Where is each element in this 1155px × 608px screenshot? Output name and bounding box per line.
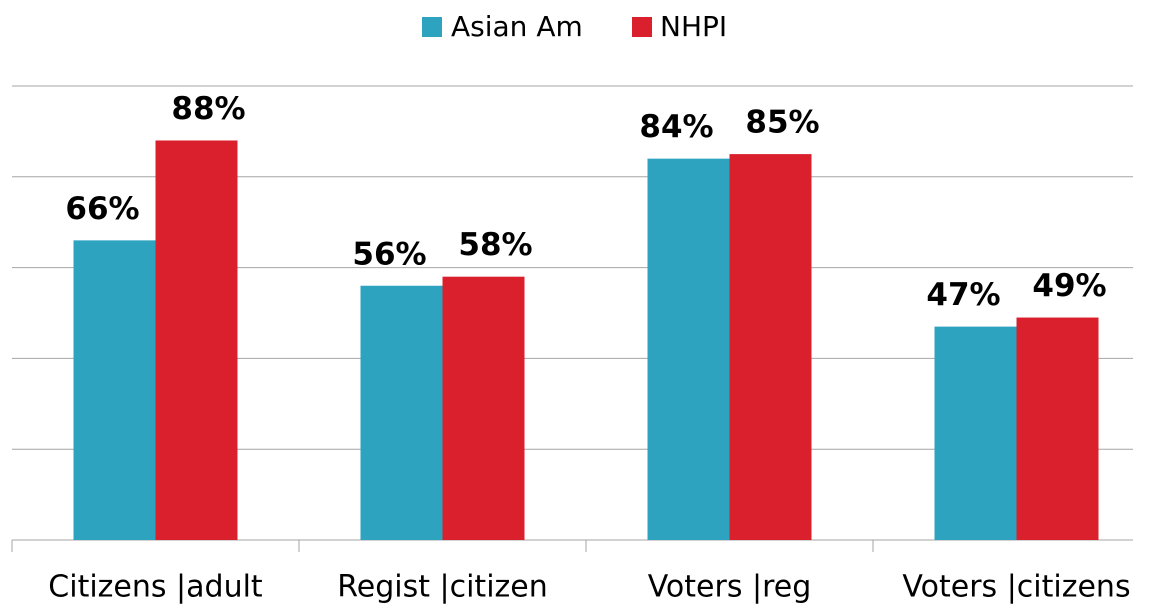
x-tick-label: Regist |citizen: [337, 570, 548, 605]
legend-swatch: [632, 17, 652, 37]
bar: [647, 158, 730, 540]
bar: [1016, 317, 1099, 540]
x-tick-label: Citizens |adult: [48, 570, 263, 605]
bar: [155, 140, 238, 541]
bar: [73, 240, 156, 541]
data-label: 88%: [171, 91, 245, 127]
x-tick-label: Voters |citizens: [902, 570, 1130, 605]
data-label: 49%: [1032, 268, 1106, 304]
data-label: 84%: [639, 109, 713, 145]
data-label: 56%: [352, 236, 426, 272]
x-tick-label: Voters |reg: [648, 570, 812, 605]
legend-label: NHPI: [660, 10, 727, 43]
data-label: 85%: [745, 105, 819, 141]
bar: [934, 326, 1017, 540]
data-label: 47%: [926, 277, 1000, 313]
bar: [360, 285, 443, 540]
bar: [442, 276, 525, 540]
legend-label: Asian Am: [451, 10, 583, 43]
data-label: 58%: [458, 227, 532, 263]
data-label: 66%: [65, 191, 139, 227]
legend-swatch: [422, 17, 442, 37]
bar: [729, 154, 812, 540]
